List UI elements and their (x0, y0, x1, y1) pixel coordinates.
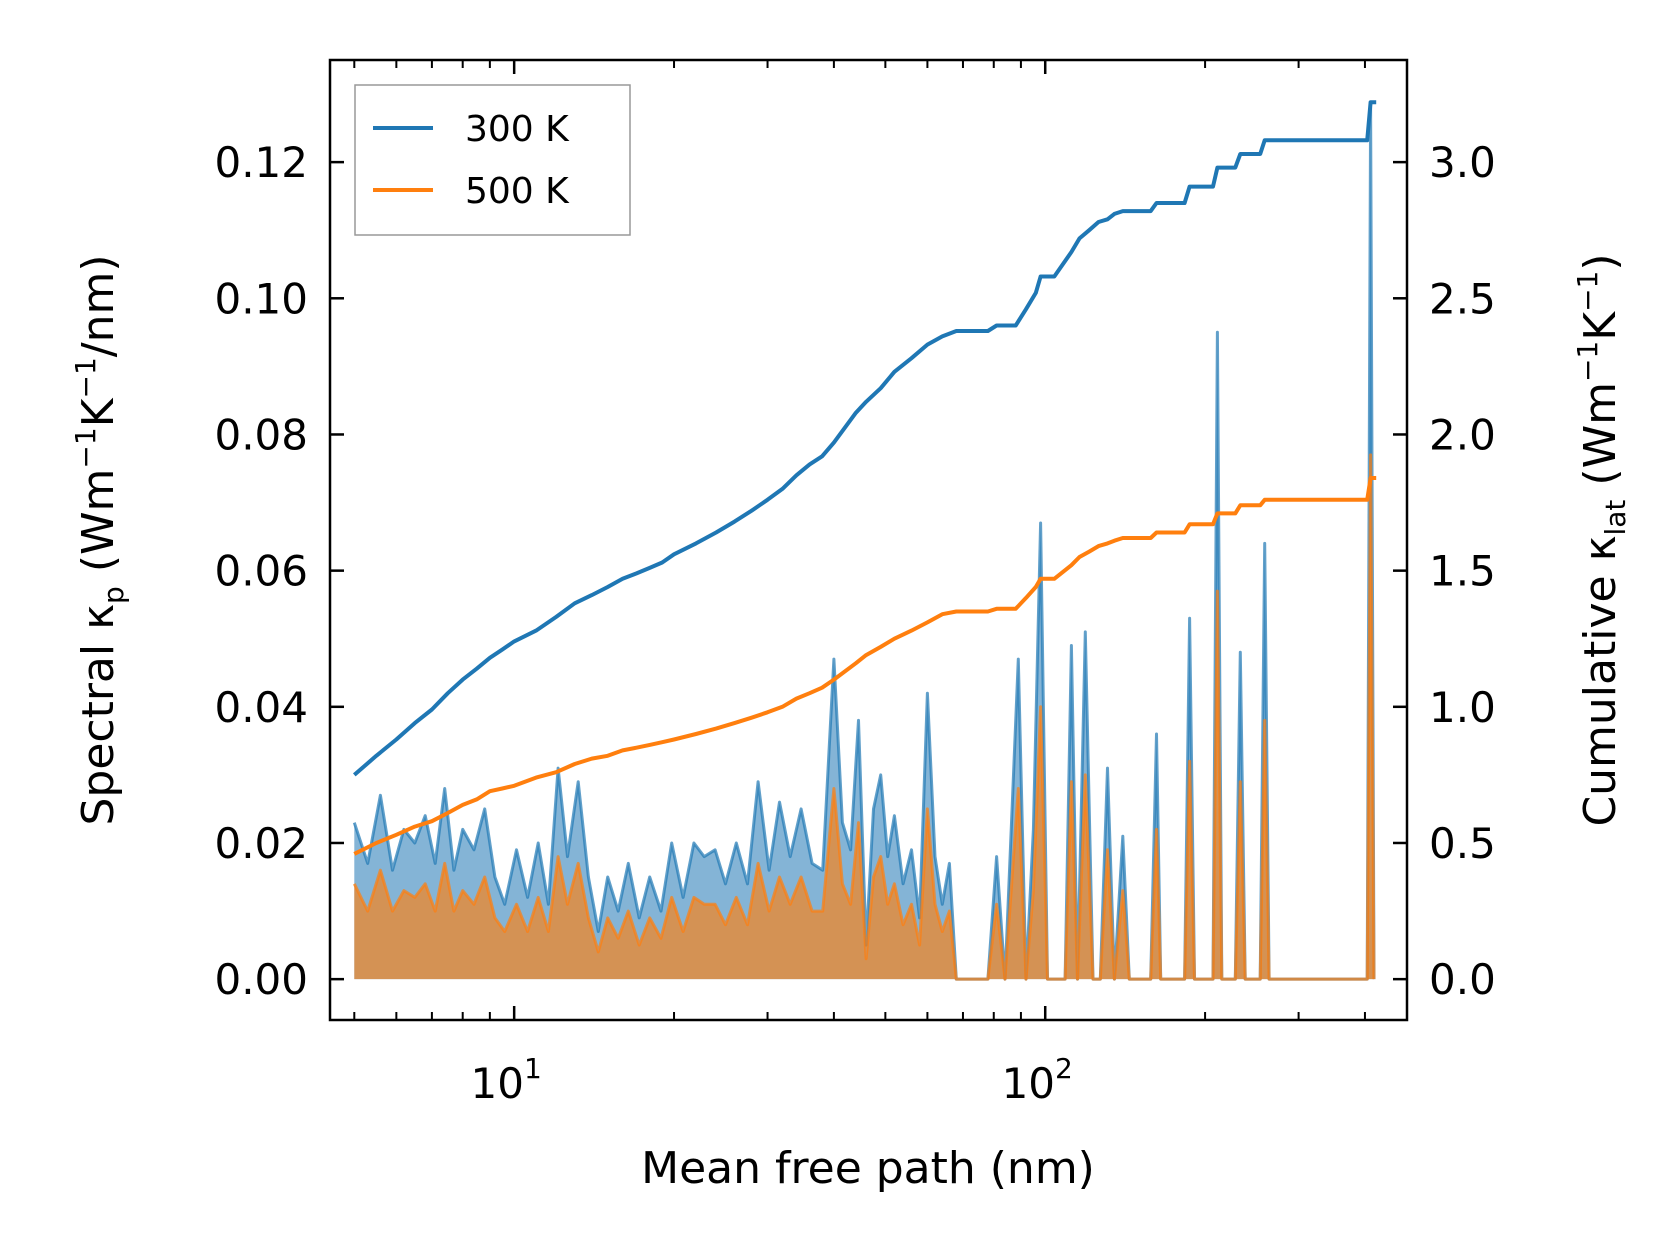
cumulative-line-500k (353, 476, 1377, 856)
y-right-label-mid: K (1575, 311, 1626, 341)
y-right-tick-label: 2.0 (1429, 410, 1496, 459)
legend-label-300k: 300 K (465, 109, 570, 150)
y-left-label-sup1: −1 (69, 427, 102, 468)
spectral-fill-300k (354, 107, 1374, 980)
y-right-tick-label: 0.0 (1429, 955, 1496, 1004)
y-left-label-pre: Spectral κ (73, 604, 124, 826)
y-right-label-tail: ) (1575, 253, 1626, 270)
legend: 300 K 500 K (354, 84, 631, 236)
y-left-tick-label: 0.02 (214, 819, 308, 868)
spectral-line-300k (352, 106, 1376, 981)
x-tick-label: 101 (471, 1052, 542, 1108)
y-left-tick-label: 0.00 (214, 955, 308, 1004)
spectral-line-500k (352, 453, 1376, 981)
y-left-label-sub: p (97, 586, 130, 604)
ticks-layer: 0.00 0.02 0.04 0.06 0.08 0.10 0.12 0.0 0.5 1.0 1.5… (214, 60, 1496, 1108)
x-axis-label: Mean free path (nm) (641, 1143, 1095, 1194)
y-right-label-pre: Cumulative κ (1575, 535, 1626, 826)
y-left-tick-label: 0.08 (214, 410, 308, 459)
y-left-tick-label: 0.06 (214, 547, 308, 596)
x-tick-label: 102 (1002, 1052, 1073, 1108)
y-left-tick-label: 0.10 (214, 274, 308, 323)
y-left-label-mid: K (73, 397, 124, 427)
y-right-tick-label: 1.5 (1429, 547, 1496, 596)
series-layer (352, 100, 1377, 981)
y-right-label-sub: lat (1599, 500, 1632, 536)
y-axis-label-right: Cumulative κlat (Wm−1K−1) (1571, 253, 1632, 826)
y-right-label-sup2: −1 (1571, 271, 1604, 312)
y-left-label-post: (Wm (73, 469, 124, 587)
legend-box (354, 84, 631, 236)
legend-label-500k: 500 K (465, 171, 570, 212)
y-right-tick-label: 1.0 (1429, 683, 1496, 732)
y-left-tick-label: 0.04 (214, 683, 308, 732)
y-right-tick-label: 3.0 (1429, 138, 1496, 187)
y-right-tick-label: 0.5 (1429, 819, 1496, 868)
plot-frame (328, 58, 1409, 1022)
cumulative-line-300k (352, 100, 1377, 777)
y-right-label-post: (Wm (1575, 382, 1626, 500)
y-axis-label-left: Spectral κp (Wm−1K−1/nm) (69, 254, 130, 825)
y-left-tick-label: 0.12 (214, 138, 308, 187)
y-right-tick-label: 2.5 (1429, 274, 1496, 323)
y-right-label-sup1: −1 (1571, 341, 1604, 382)
y-left-label-tail: /nm) (73, 254, 124, 357)
spectral-fill-500k (354, 454, 1374, 980)
y-left-label-sup2: −1 (69, 357, 102, 398)
